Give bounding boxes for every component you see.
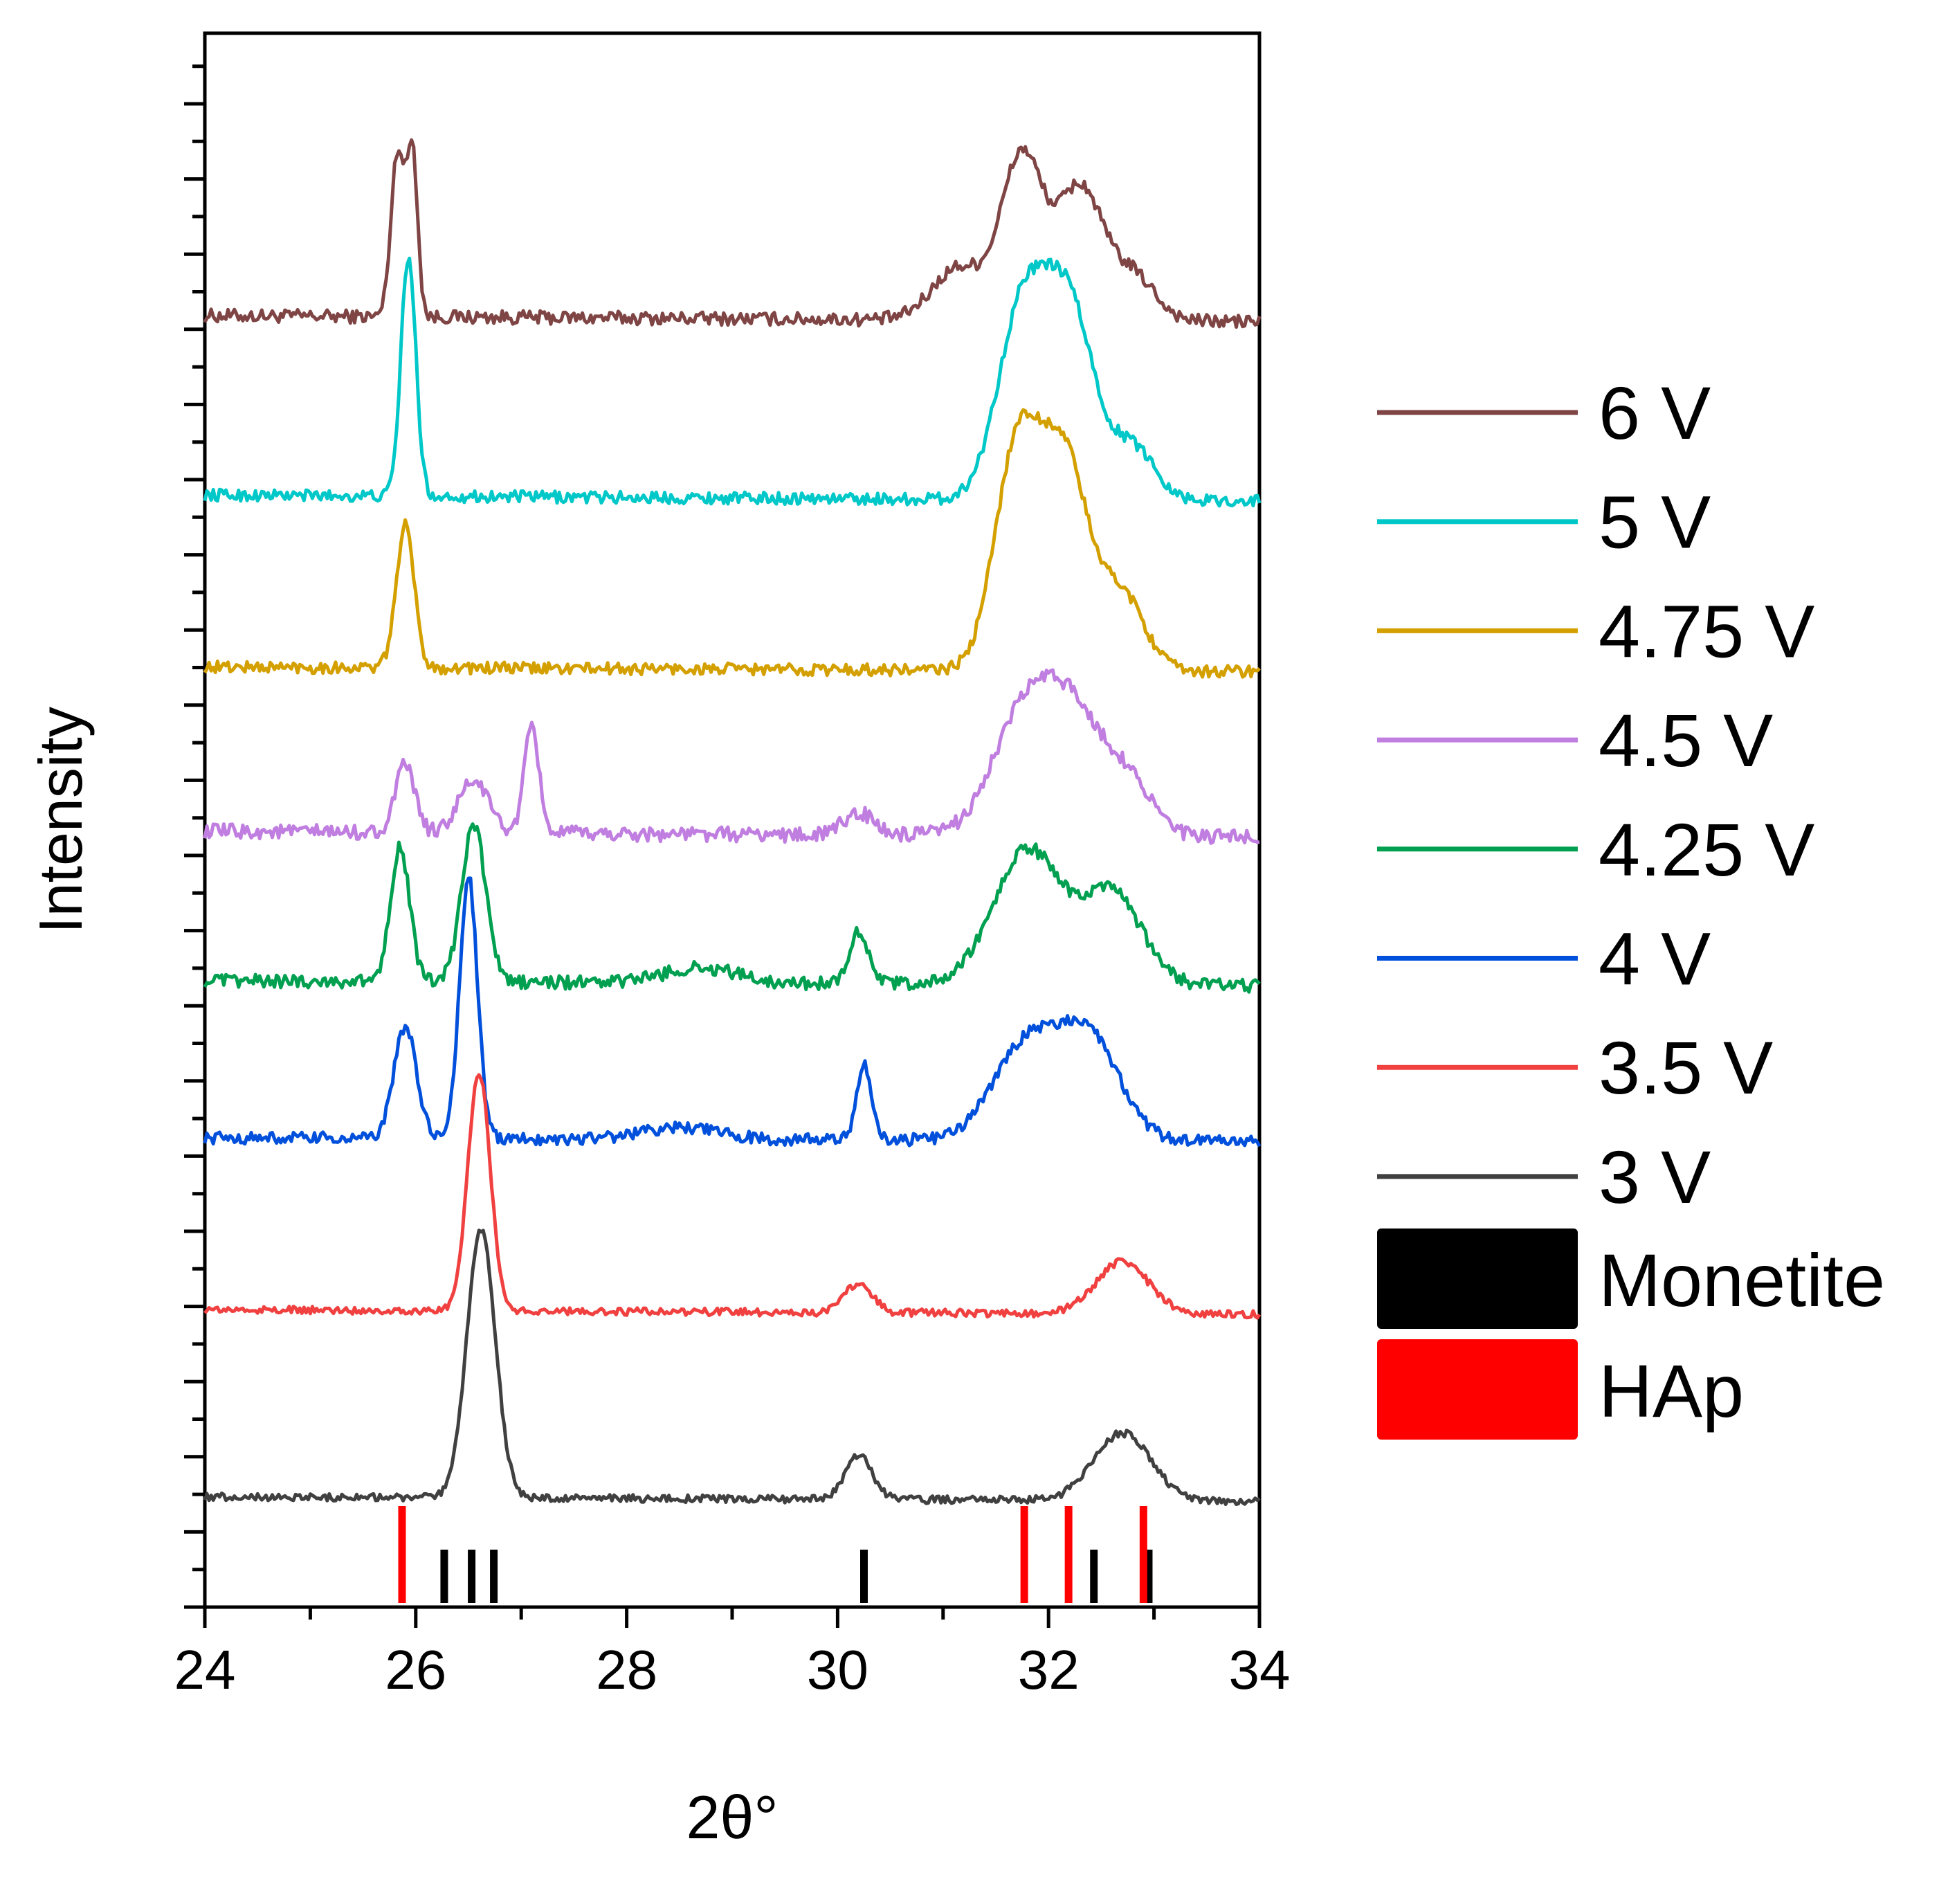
legend-label: 6 V [1599,371,1711,455]
series-line-3-v [203,1228,1261,1506]
legend-label: 4 V [1599,917,1711,1001]
series-line-5-v [203,256,1262,508]
series-line-4-75-v [203,408,1261,679]
legend-swatch-hap [1377,1339,1578,1440]
series-line-4-5-v [203,668,1260,845]
legend: 6 V 5 V 4.75 V 4.5 V 4.25 V 4 V 3.5 V 3 V Moneti… [1377,371,1885,1440]
series-line-3-5-v [203,1073,1262,1320]
x-axis-label: 2θ° [686,1783,778,1851]
series-line-4-25-v [203,822,1261,994]
legend-label: 5 V [1599,480,1711,564]
x-tick-label: 26 [385,1639,446,1701]
legend-label: 4.25 V [1599,808,1814,891]
x-axis-ticks: 24 26 28 30 32 34 [174,1607,1291,1701]
x-tick-label: 28 [596,1639,657,1701]
reference-layer [398,1506,1153,1603]
y-axis-label: Intensity [26,707,95,934]
x-tick-label: 24 [174,1639,236,1701]
legend-label: 3 V [1599,1135,1711,1219]
legend-label: HAp [1599,1349,1744,1433]
legend-label: 3.5 V [1599,1026,1773,1109]
legend-label: 4.75 V [1599,589,1814,673]
legend-swatch-monetite [1377,1228,1578,1329]
x-tick-label: 32 [1018,1639,1080,1701]
series-line-4-v [203,876,1262,1148]
legend-label: Monetite [1599,1238,1885,1322]
y-axis-ticks [184,64,205,1609]
series-layer [203,138,1262,1506]
x-tick-label: 34 [1229,1639,1291,1701]
x-tick-label: 30 [807,1639,868,1701]
plot-frame [203,31,1262,1609]
series-line-6-v [203,138,1262,329]
plot-area: 24 26 28 30 32 34 [174,31,1291,1701]
legend-label: 4.5 V [1599,698,1773,782]
